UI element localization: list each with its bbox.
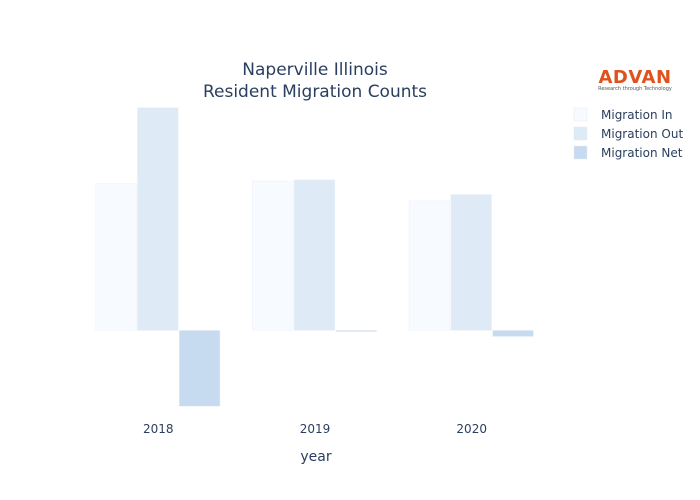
- bar-migration-net-2019[interactable]: [335, 330, 377, 332]
- chart-title-line-2: Resident Migration Counts: [203, 82, 427, 102]
- legend-swatch: [573, 126, 588, 141]
- legend-swatch: [573, 107, 588, 122]
- x-tick-label: 2019: [300, 422, 331, 436]
- legend-label: Migration In: [601, 108, 673, 122]
- brand-logo: ADVAN Research through Technology: [598, 67, 672, 92]
- brand-tagline: Research through Technology: [598, 86, 672, 92]
- chart-title-line-1: Naperville Illinois: [242, 60, 388, 80]
- bar-migration-in-2020[interactable]: [408, 200, 451, 331]
- plot-area: [95, 107, 534, 407]
- x-tick-label: 2018: [143, 422, 174, 436]
- bar-migration-net-2020[interactable]: [492, 330, 534, 337]
- x-tick-label: 2020: [456, 422, 487, 436]
- legend-label: Migration Net: [601, 146, 683, 160]
- bar-migration-net-2018[interactable]: [178, 330, 221, 407]
- bar-migration-in-2019[interactable]: [252, 180, 294, 331]
- bar-migration-out-2018[interactable]: [137, 107, 179, 331]
- legend-label: Migration Out: [601, 127, 683, 141]
- bar-migration-in-2018[interactable]: [95, 183, 137, 331]
- legend-item-migration-net[interactable]: Migration Net: [573, 145, 683, 160]
- brand-name: ADVAN: [598, 67, 671, 88]
- legend-item-migration-out[interactable]: Migration Out: [573, 126, 683, 141]
- x-axis-ticks: 2018 2019 2020: [143, 422, 487, 436]
- legend[interactable]: Migration In Migration Out Migration Net: [573, 107, 683, 160]
- x-axis-title: year: [300, 449, 331, 465]
- legend-swatch: [573, 145, 588, 160]
- bar-migration-out-2019[interactable]: [293, 179, 336, 331]
- bar-migration-out-2020[interactable]: [450, 194, 492, 331]
- legend-item-migration-in[interactable]: Migration In: [573, 107, 673, 122]
